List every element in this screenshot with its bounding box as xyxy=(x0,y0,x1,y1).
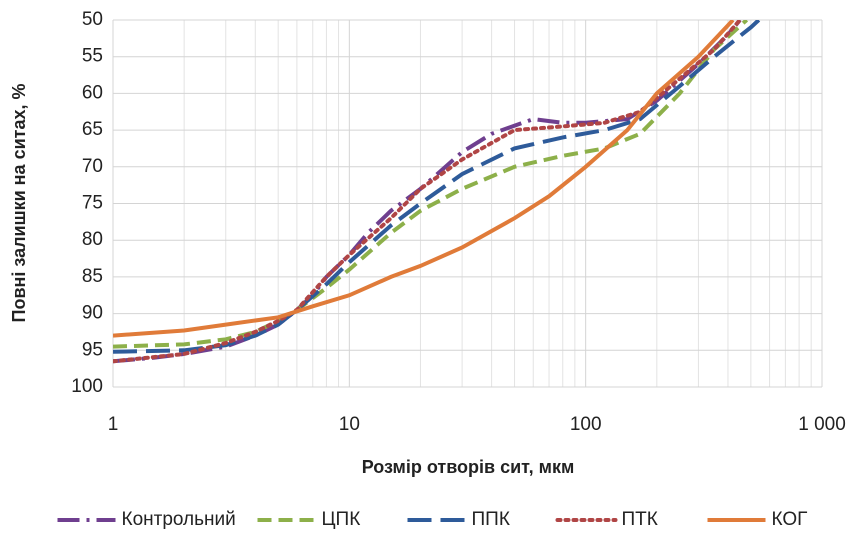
y-tick-label: 85 xyxy=(82,266,103,287)
y-tick-label: 75 xyxy=(82,193,103,214)
y-tick-label: 95 xyxy=(82,339,103,360)
series-line xyxy=(113,20,761,354)
series-line xyxy=(113,20,742,364)
series-line xyxy=(113,20,749,349)
y-tick-label: 50 xyxy=(82,9,103,30)
y-axis-title: Повні залишки на ситах, % xyxy=(9,84,29,323)
x-tick-label: 1 xyxy=(108,414,119,435)
y-tick-label: 60 xyxy=(82,82,103,103)
y-tick-label: 55 xyxy=(82,46,103,67)
x-tick-label: 10 xyxy=(339,414,360,435)
legend-label: ППК xyxy=(472,509,510,530)
x-axis-title: Розмір отворів сит, мкм xyxy=(362,457,575,477)
y-tick-label: 70 xyxy=(82,156,103,177)
series-line xyxy=(113,20,735,338)
x-tick-label: 100 xyxy=(570,414,602,435)
y-tick-label: 80 xyxy=(82,229,103,250)
legend-label: ЦПК xyxy=(322,509,361,530)
x-tick-label: 1 000 xyxy=(798,414,846,435)
legend-label: ПТК xyxy=(622,509,658,530)
y-tick-label: 100 xyxy=(71,376,103,397)
series-line xyxy=(113,20,742,364)
legend-label: Контрольний xyxy=(122,509,236,530)
y-tick-label: 65 xyxy=(82,119,103,140)
y-tick-label: 90 xyxy=(82,303,103,324)
legend-label: КОГ xyxy=(772,509,808,530)
plot-area xyxy=(113,20,761,364)
